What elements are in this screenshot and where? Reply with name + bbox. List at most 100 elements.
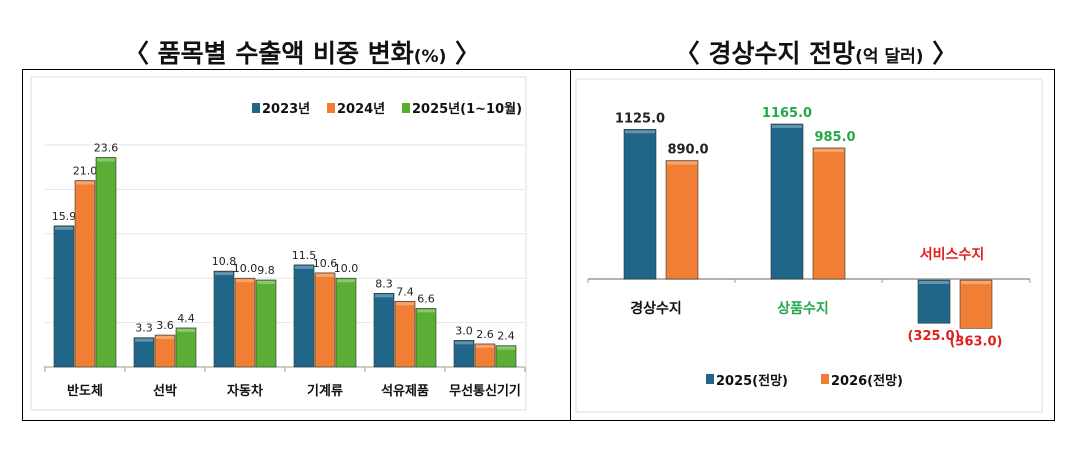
left-title-close: 〉 [446, 39, 481, 68]
data-label: 890.0 [667, 143, 708, 158]
bar-0-1 [770, 123, 804, 280]
data-label: 21.0 [73, 165, 98, 178]
category-label: 석유제품 [381, 384, 429, 399]
legend-swatch [252, 103, 260, 113]
data-label: 15.9 [52, 210, 77, 223]
bar-0-2-highlight [919, 281, 949, 284]
bar-0-0-highlight [55, 226, 73, 230]
bar-0-0 [623, 129, 657, 280]
bar-2-3-highlight [337, 279, 355, 283]
legend-label: 2025년(1~10월) [412, 101, 522, 117]
bar-0-3 [293, 264, 315, 368]
data-label: 3.0 [455, 324, 473, 337]
data-label: 4.4 [177, 312, 195, 325]
bar-0-5-highlight [455, 341, 473, 345]
data-label: 2.4 [497, 330, 515, 343]
legend-label: 2026(전망) [831, 373, 903, 389]
data-label: 10.0 [233, 262, 258, 275]
bar-1-2-highlight [236, 279, 254, 283]
bar-2-2-highlight [257, 280, 275, 284]
bar-1-4-highlight [396, 302, 414, 306]
bar-1-0-highlight [76, 181, 94, 185]
data-label: 1165.0 [762, 106, 812, 121]
category-label: 서비스수지 [920, 247, 984, 263]
legend-label: 2024년 [337, 102, 385, 117]
bar-2-3 [335, 277, 357, 368]
data-label: 2.6 [476, 328, 494, 341]
bar-1-1 [154, 334, 176, 368]
category-label: 무선통신기기 [449, 383, 521, 399]
category-label: 기계류 [307, 384, 343, 399]
data-label: 11.5 [292, 249, 317, 262]
legend-swatch [821, 374, 829, 384]
left-chart-title: 〈 품목별 수출액 비중 변화(%) 〉 [124, 34, 480, 70]
bar-2-5 [495, 345, 517, 368]
data-label: 3.6 [156, 319, 174, 332]
bar-1-4 [394, 300, 416, 368]
bar-0-4-highlight [375, 294, 393, 298]
bar-2-4-highlight [417, 309, 435, 313]
data-label: (363.0) [949, 334, 1002, 349]
bar-1-3 [314, 272, 336, 368]
bar-0-2 [917, 279, 951, 324]
bar-0-4 [373, 292, 395, 368]
bar-1-3-highlight [316, 273, 334, 277]
right-title-text: 〈 경상수지 전망 [674, 39, 856, 68]
bar-0-1-highlight [135, 338, 153, 342]
data-label: 10.8 [212, 255, 237, 268]
bar-2-1-highlight [177, 328, 195, 332]
legend-swatch [402, 103, 410, 113]
bar-2-4 [415, 308, 437, 368]
category-label: 자동차 [227, 383, 263, 399]
charts-frame [22, 69, 1055, 421]
data-label: 7.4 [396, 285, 414, 298]
bar-1-2 [234, 277, 256, 368]
data-label: (325.0) [907, 329, 960, 344]
data-label: 1125.0 [615, 111, 665, 126]
legend-label: 2023년 [262, 102, 310, 117]
bar-1-1-highlight [156, 336, 174, 340]
bar-0-1 [133, 337, 155, 368]
category-label: 경상수지 [630, 300, 682, 317]
right-chart-panel [575, 78, 1043, 413]
frame-divider [570, 69, 571, 421]
left-title-unit: (%) [413, 47, 447, 67]
bar-2-5-highlight [497, 346, 515, 350]
bar-1-0-highlight [667, 161, 697, 165]
bar-0-2 [213, 270, 235, 368]
category-label: 선박 [153, 383, 177, 399]
data-label: 9.8 [257, 264, 275, 277]
data-label: 985.0 [814, 130, 855, 145]
right-chart-title: 〈 경상수지 전망(억 달러) 〉 [675, 34, 958, 70]
bar-2-2 [255, 279, 277, 368]
legend-label: 2025(전망) [716, 373, 788, 389]
bar-2-1 [175, 327, 197, 368]
bar-0-5 [453, 340, 475, 368]
data-label: 3.3 [135, 322, 153, 335]
right-title-close: 〉 [923, 39, 958, 68]
legend-swatch [327, 103, 335, 113]
bar-1-1-highlight [814, 148, 844, 152]
data-label: 23.6 [94, 141, 119, 154]
data-label: 8.3 [375, 277, 393, 290]
data-label: 10.0 [334, 262, 359, 275]
bar-1-0 [665, 160, 699, 280]
bar-1-2-highlight [961, 281, 991, 284]
bar-0-0 [53, 225, 75, 368]
bar-2-0 [95, 157, 117, 368]
category-label: 반도체 [67, 383, 103, 399]
data-label: 10.6 [313, 257, 338, 270]
bar-0-3-highlight [295, 265, 313, 269]
bar-0-2-highlight [215, 272, 233, 276]
category-label: 상품수지 [777, 301, 829, 317]
left-chart-panel [30, 76, 527, 411]
bar-1-5 [474, 343, 496, 368]
bar-2-0-highlight [97, 158, 115, 162]
right-title-unit: (억 달러) [855, 47, 924, 67]
left-title-text: 〈 품목별 수출액 비중 변화 [123, 39, 414, 68]
bar-1-2 [959, 279, 993, 329]
data-label: 6.6 [417, 292, 435, 305]
bar-1-5-highlight [476, 344, 494, 348]
bar-0-0-highlight [625, 130, 655, 134]
